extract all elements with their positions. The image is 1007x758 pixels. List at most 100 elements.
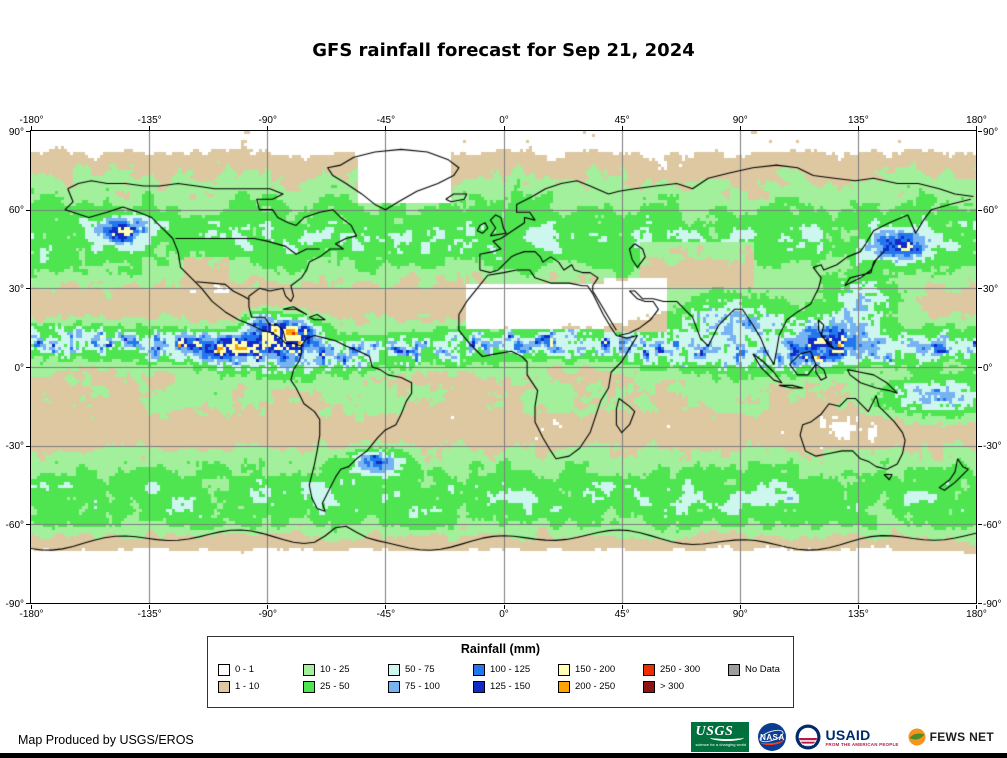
legend-entry: 125 - 150: [473, 678, 558, 695]
axis-tickmark: [503, 126, 505, 130]
legend-column: No Data: [728, 661, 790, 695]
usgs-logo-tagline: science for a changing world: [695, 742, 747, 747]
legend-label: 250 - 300: [660, 664, 701, 675]
legend-swatch: [558, 680, 570, 693]
axis-tickmark: [26, 131, 30, 132]
legend-entry: 1 - 10: [218, 678, 303, 695]
usaid-logo-text: USAID: [825, 726, 871, 743]
legend-swatch: [728, 663, 740, 676]
lon-tick-label-bottom: 0°: [499, 609, 509, 620]
legend-swatch: [388, 680, 400, 693]
nasa-logo-text: NASA: [760, 733, 785, 742]
world-map: [30, 130, 977, 604]
axis-tickmark: [978, 603, 982, 604]
axis-tickmark: [503, 605, 505, 609]
legend-label: > 300: [660, 681, 685, 692]
axis-tickmark: [621, 126, 623, 130]
axis-tickmark: [385, 126, 387, 130]
legend-swatch: [218, 680, 230, 693]
lon-tick-label-top: -45°: [376, 115, 396, 126]
axis-tickmark: [621, 605, 623, 609]
axis-tickmark: [267, 605, 269, 609]
axis-tickmark: [976, 605, 977, 609]
axis-tickmark: [978, 288, 982, 290]
legend-column: 0 - 1 1 - 10: [218, 661, 303, 695]
legend-entry: 50 - 75: [388, 661, 473, 678]
legend-label: 0 - 1: [235, 664, 255, 675]
lat-tick-label-left: 0°: [14, 362, 24, 374]
lat-tick-label-right: -90°: [983, 598, 1002, 610]
lon-tick-label-top: -135°: [137, 115, 162, 126]
axis-tickmark: [978, 524, 982, 526]
legend-entry: 0 - 1: [218, 661, 303, 678]
axis-tickmark: [857, 605, 859, 609]
legend-label: 100 - 125: [490, 664, 531, 675]
fewsnet-globe-icon: [908, 728, 926, 746]
axis-tickmark: [385, 605, 387, 609]
axis-tickmark: [739, 605, 741, 609]
legend-label: 10 - 25: [320, 664, 350, 675]
logo-row: USGS science for a changing world NASA U…: [691, 720, 994, 754]
rainfall-legend: Rainfall (mm) 0 - 1 1 - 10 10 - 25 25 - …: [207, 636, 794, 708]
lon-tick-label-bottom: 45°: [614, 609, 630, 620]
map-title: GFS rainfall forecast for Sep 21, 2024: [312, 40, 695, 61]
lat-tick-label-right: 90°: [983, 126, 999, 138]
usaid-logo: USAID FROM THE AMERICAN PEOPLE: [795, 724, 898, 750]
usgs-logo-text: USGS: [695, 724, 734, 739]
axis-tickmark: [26, 288, 30, 290]
lon-tick-label-bottom: -45°: [376, 609, 396, 620]
axis-tickmark: [26, 367, 30, 368]
axis-tickmark: [26, 603, 30, 604]
legend-entry: 25 - 50: [303, 678, 388, 695]
axis-tickmark: [26, 209, 30, 211]
lat-tick-label-left: 60°: [8, 205, 24, 217]
axis-tickmark: [31, 126, 32, 130]
legend-entry: 10 - 25: [303, 661, 388, 678]
axis-tickmark: [857, 126, 859, 130]
legend-column: 10 - 25 25 - 50: [303, 661, 388, 695]
lat-tick-label-right: 0°: [983, 362, 993, 374]
lon-tick-label-bottom: 90°: [732, 609, 748, 620]
legend-entry: No Data: [728, 661, 790, 678]
axis-tickmark: [978, 367, 982, 368]
credit-text: Map Produced by USGS/EROS: [18, 733, 194, 747]
axis-tickmark: [31, 605, 32, 609]
lat-tick-label-left: -30°: [5, 441, 24, 453]
usgs-logo: USGS science for a changing world: [691, 722, 750, 752]
axis-tickmark: [978, 131, 982, 132]
axis-tickmark: [149, 605, 151, 609]
legend-column: 50 - 75 75 - 100: [388, 661, 473, 695]
legend-column: 100 - 125 125 - 150: [473, 661, 558, 695]
lon-tick-label-bottom: -90°: [258, 609, 277, 620]
legend-entries: 0 - 1 1 - 10 10 - 25 25 - 50 50 - 75 75 …: [208, 656, 793, 695]
lon-tick-label-bottom: -180°: [19, 609, 44, 620]
usaid-seal-icon: [795, 724, 821, 750]
fewsnet-logo: FEWS NET: [908, 728, 994, 746]
legend-swatch: [643, 680, 655, 693]
legend-label: 125 - 150: [490, 681, 531, 692]
lat-tick-label-right: -60°: [983, 519, 1002, 531]
lon-tick-label-bottom: 180°: [966, 609, 987, 620]
legend-swatch: [473, 663, 485, 676]
legend-swatch: [558, 663, 570, 676]
legend-swatch: [303, 663, 315, 676]
legend-swatch: [303, 680, 315, 693]
lon-tick-label-top: 90°: [732, 115, 748, 126]
rainfall-raster-canvas: [31, 131, 976, 603]
legend-label: 150 - 200: [575, 664, 616, 675]
legend-title: Rainfall (mm): [460, 642, 541, 656]
lon-tick-label-top: 180°: [966, 115, 987, 126]
lon-tick-label-top: -90°: [258, 115, 277, 126]
legend-entry: 75 - 100: [388, 678, 473, 695]
legend-swatch: [218, 663, 230, 676]
lon-tick-label-bottom: 135°: [848, 609, 869, 620]
lat-tick-label-left: -90°: [5, 598, 24, 610]
legend-label: 75 - 100: [405, 681, 440, 692]
legend-label: 25 - 50: [320, 681, 350, 692]
legend-entry: 150 - 200: [558, 661, 643, 678]
lat-tick-label-right: 30°: [983, 283, 999, 295]
lat-tick-label-left: 30°: [8, 283, 24, 295]
lat-tick-label-left: 90°: [8, 126, 24, 138]
axis-tickmark: [149, 126, 151, 130]
